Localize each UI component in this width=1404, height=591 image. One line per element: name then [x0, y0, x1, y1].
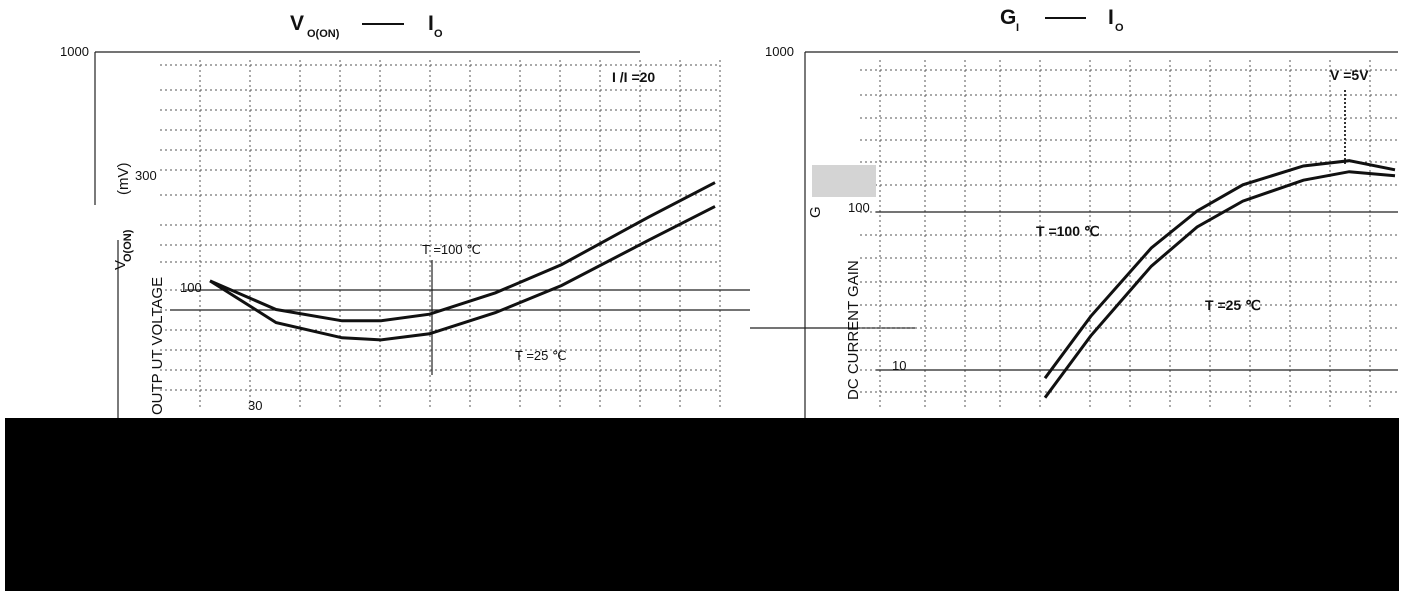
left-yunit: (mV): [115, 163, 132, 196]
right-ytick-2: 10: [892, 358, 906, 373]
left-annotation-cold: T =25 ℃: [515, 348, 567, 363]
left-ytick-3: 30: [248, 398, 262, 413]
left-ytick-1: 300: [135, 168, 157, 183]
redaction-bar: [5, 418, 1399, 591]
right-condition: V =5V: [1330, 67, 1369, 83]
left-ytick-2: 100: [180, 280, 202, 295]
left-condition: I /I =20: [612, 69, 655, 85]
left-chart: V O(ON) I O 1000 300 100 30 OUTP UT VOLT…: [60, 12, 750, 418]
left-title-rhs-sub: O: [434, 28, 443, 40]
right-grey-block: [812, 165, 876, 197]
right-ylabel: DC CURRENT GAIN: [845, 260, 862, 400]
right-title-main: G: [1000, 6, 1016, 29]
right-chart: G I I O 1000 100 10 DC CURRENT GAIN G V …: [765, 6, 1398, 418]
left-ylabel: OUTP UT VOLTAGE: [149, 277, 166, 415]
left-title-rhs: I: [428, 12, 434, 35]
right-annotation-cold: T =25 ℃: [1205, 297, 1261, 313]
left-annotation-hot: T =100 ℃: [422, 242, 481, 257]
left-title-main: V: [290, 12, 304, 35]
left-ytick-0: 1000: [60, 44, 89, 59]
left-curves: [209, 181, 716, 342]
right-annotation-hot: T =100 ℃: [1036, 223, 1100, 239]
left-curves-series-1: [209, 205, 716, 342]
left-title-sub: O(ON): [307, 28, 340, 40]
left-yvar: V: [112, 260, 129, 270]
right-title-rhs-sub: O: [1115, 22, 1124, 34]
right-ytick-1: 100: [848, 200, 870, 215]
right-curves: [1043, 159, 1396, 399]
right-title-sub: I: [1016, 22, 1019, 34]
right-ytick-0: 1000: [765, 44, 794, 59]
right-grid: [860, 60, 1398, 410]
left-curves-series-0: [209, 181, 716, 323]
left-yvar-sub: O(ON): [122, 229, 134, 262]
right-curves-series-1: [1043, 170, 1396, 399]
right-title-rhs: I: [1108, 6, 1114, 29]
right-curves-series-0: [1043, 159, 1396, 380]
right-yvar: G: [807, 206, 824, 218]
left-grid: [160, 60, 721, 410]
